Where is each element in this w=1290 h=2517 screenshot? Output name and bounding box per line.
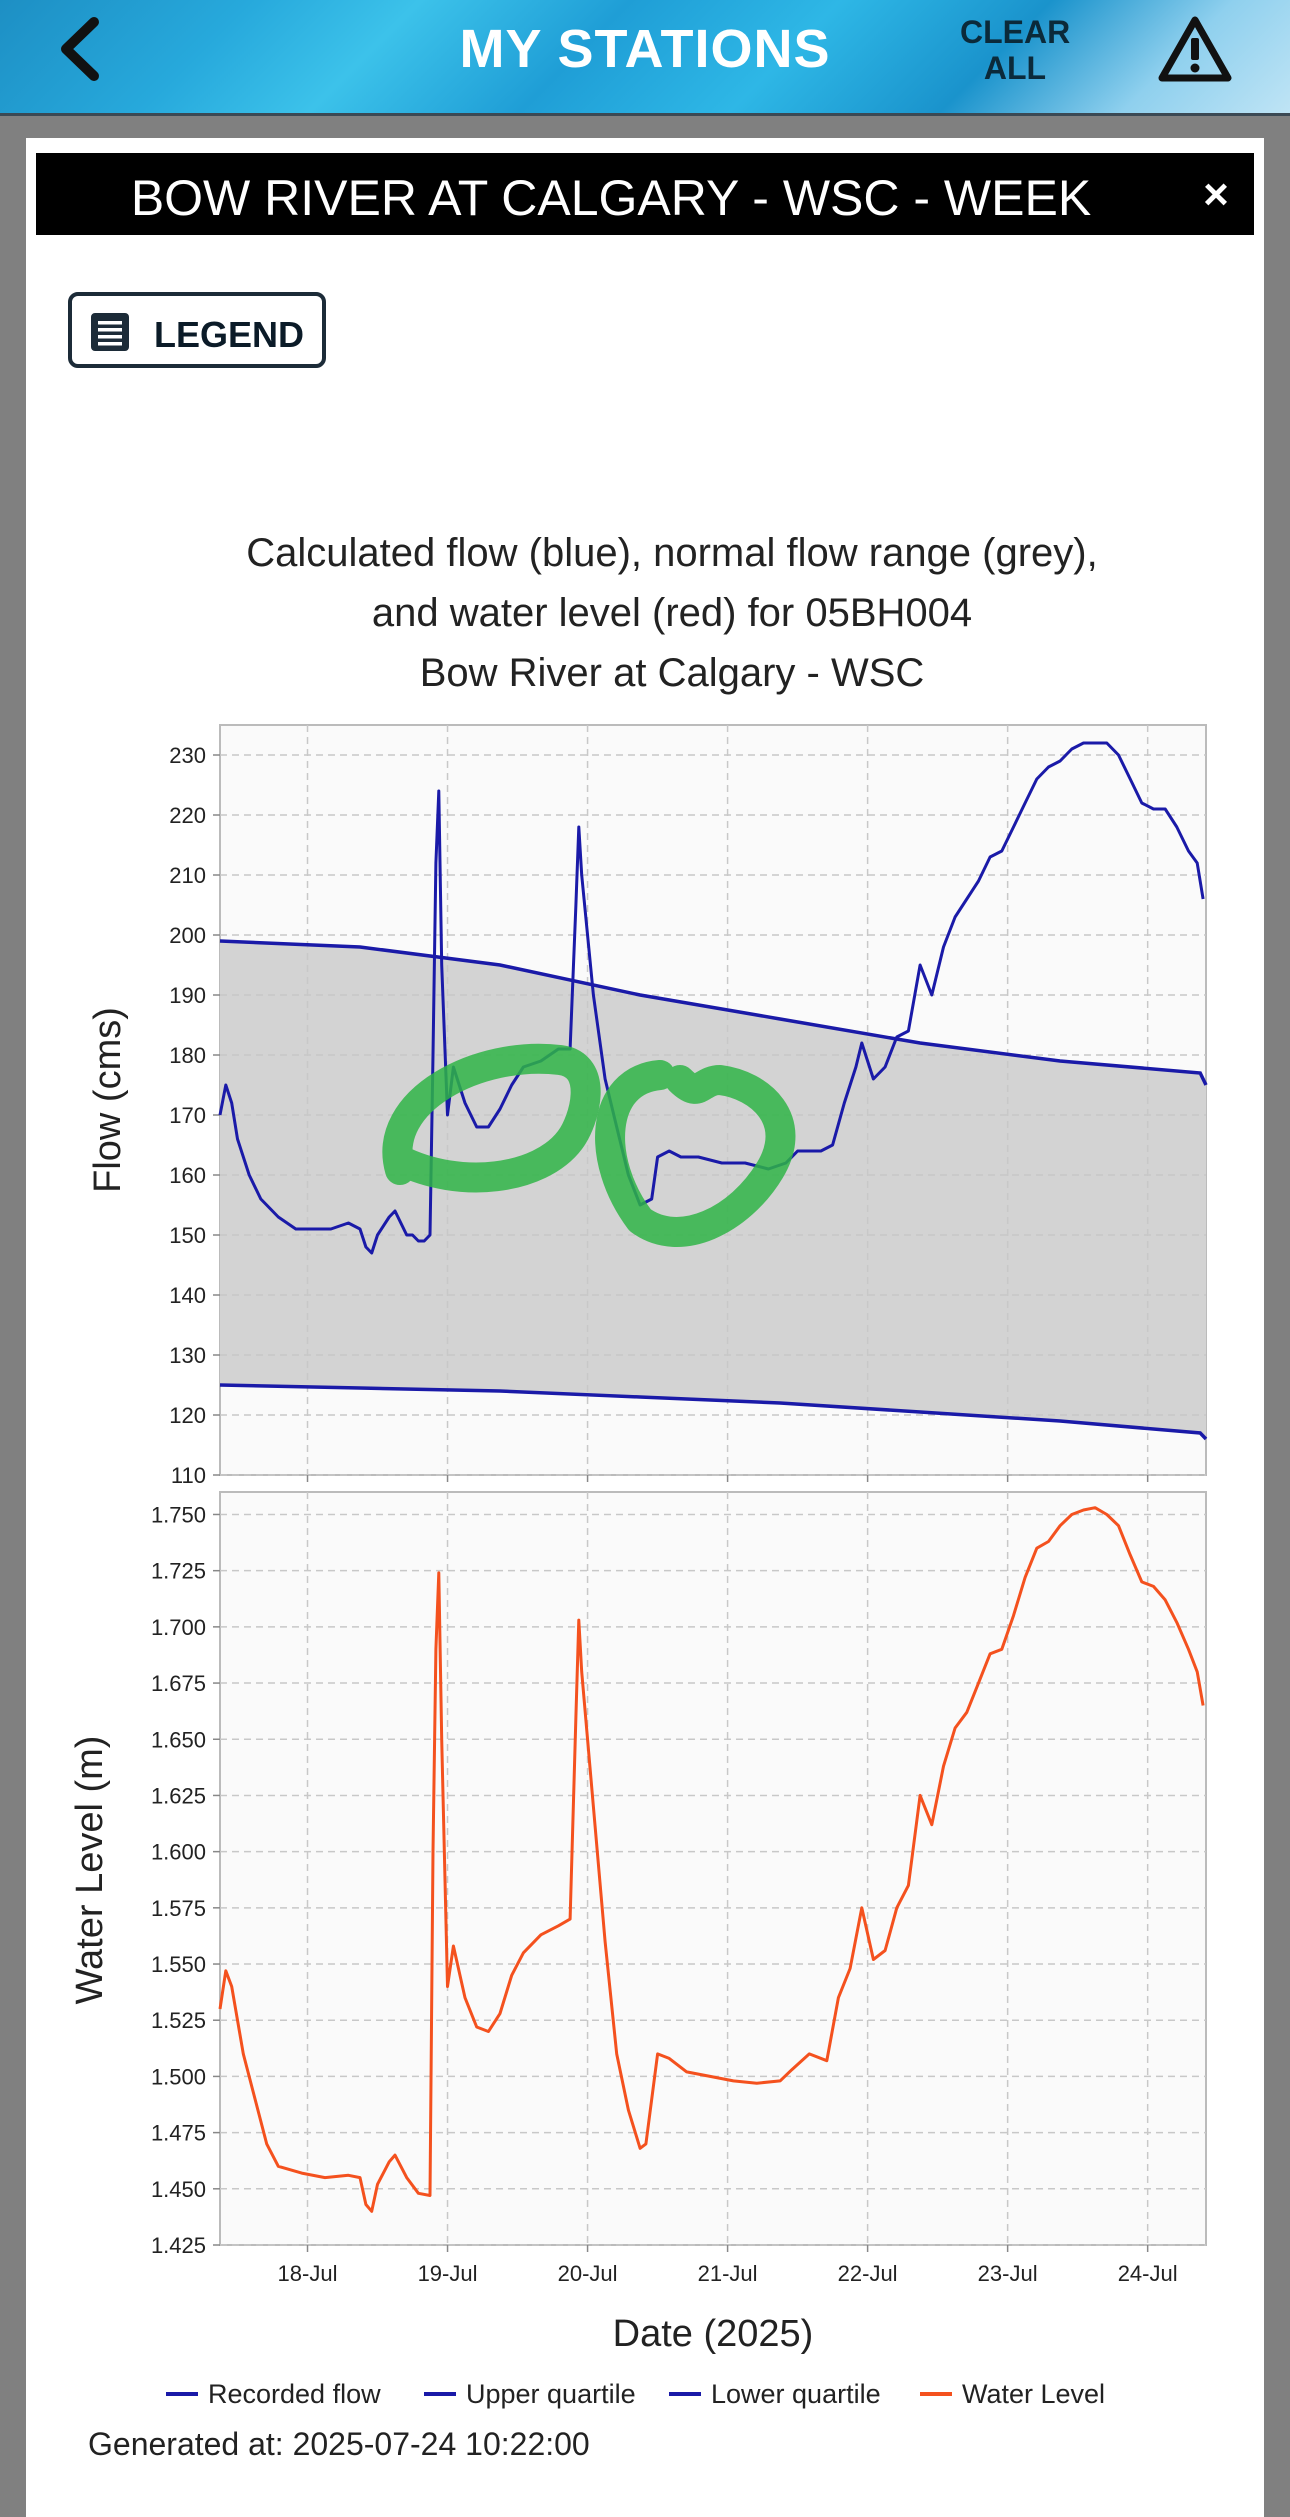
x-tick-label: 21-Jul: [698, 2261, 758, 2286]
y-tick-label: 1.750: [151, 1502, 206, 1527]
y-tick-label: 1.700: [151, 1615, 206, 1640]
annotation-scribble: [382, 1043, 601, 1193]
annotation-scribble: [595, 1060, 796, 1247]
y-tick-label: 160: [169, 1163, 206, 1188]
y-tick-label: 1.600: [151, 1840, 206, 1865]
station-title: BOW RIVER AT CALGARY - WSC - WEEK: [130, 170, 1092, 226]
warning-triangle-icon[interactable]: [1158, 14, 1232, 84]
y-tick-label: 230: [169, 743, 206, 768]
legend-label: Recorded flow: [208, 2379, 381, 2409]
y-tick-label: 1.575: [151, 1896, 206, 1921]
series-water-level: [218, 1506, 1205, 2213]
x-tick-label: 18-Jul: [278, 2261, 338, 2286]
x-tick-label: 20-Jul: [558, 2261, 618, 2286]
y-tick-label: 220: [169, 803, 206, 828]
y-tick-label: 1.625: [151, 1783, 206, 1808]
x-axis-label: Date (2025): [613, 2313, 814, 2355]
chevron-left-icon[interactable]: [52, 14, 112, 84]
close-button[interactable]: ×: [1203, 170, 1229, 219]
chart-title-line: and water level (red) for 05BH004: [372, 591, 972, 635]
x-tick-label: 23-Jul: [978, 2261, 1038, 2286]
y-tick-label: 1.425: [151, 2233, 206, 2258]
y-tick-label: 1.475: [151, 2121, 206, 2146]
y-tick-label: 1.550: [151, 1952, 206, 1977]
clear-all-button[interactable]: CLEAR ALL: [960, 14, 1071, 86]
y-tick-label: 120: [169, 1403, 206, 1428]
y-tick-label: 210: [169, 863, 206, 888]
y-tick-label: 1.500: [151, 2064, 206, 2089]
page-title: MY STATIONS: [459, 19, 831, 79]
legend-label: Upper quartile: [466, 2379, 636, 2409]
y-axis-label-level: Water Level (m): [69, 1736, 111, 2005]
generated-at-text: Generated at: 2025-07-24 10:22:00: [88, 2426, 590, 2462]
y-tick-label: 130: [169, 1343, 206, 1368]
y-tick-label: 1.450: [151, 2177, 206, 2202]
y-tick-label: 1.650: [151, 1727, 206, 1752]
y-tick-label: 170: [169, 1103, 206, 1128]
list-icon: [91, 313, 129, 351]
y-tick-label: 1.675: [151, 1671, 206, 1696]
y-tick-label: 1.525: [151, 2008, 206, 2033]
chart-title-line: Calculated flow (blue), normal flow rang…: [246, 531, 1097, 575]
x-tick-label: 22-Jul: [838, 2261, 898, 2286]
y-tick-label: 180: [169, 1043, 206, 1068]
y-tick-label: 140: [169, 1283, 206, 1308]
plot-area: [219, 1491, 1207, 2246]
y-tick-label: 110: [171, 1463, 206, 1488]
series-upper-quartile: [219, 939, 1208, 1086]
legend-label: Water Level: [962, 2379, 1105, 2409]
y-axis-label-flow: Flow (cms): [87, 1007, 129, 1193]
x-tick-label: 24-Jul: [1118, 2261, 1178, 2286]
y-tick-label: 200: [169, 923, 206, 948]
station-header: BOW RIVER AT CALGARY - WSC - WEEK ×: [36, 153, 1254, 235]
legend-button[interactable]: LEGEND: [68, 292, 326, 368]
y-tick-label: 190: [169, 983, 206, 1008]
top-bar: MY STATIONS CLEAR ALL: [0, 0, 1290, 116]
y-tick-label: 150: [169, 1223, 206, 1248]
x-tick-label: 19-Jul: [418, 2261, 478, 2286]
series-recorded-flow: [218, 741, 1205, 1255]
legend-button-label: LEGEND: [154, 314, 305, 355]
chart-title-line: Bow River at Calgary - WSC: [420, 651, 925, 695]
y-tick-label: 1.725: [151, 1559, 206, 1584]
legend-label: Lower quartile: [711, 2379, 881, 2409]
series-lower-quartile: [219, 1383, 1208, 1441]
flow-level-chart: Calculated flow (blue), normal flow rang…: [69, 531, 1208, 2462]
